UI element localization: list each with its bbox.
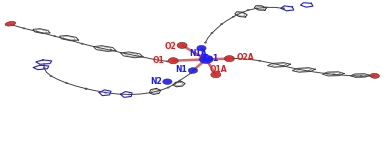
- Ellipse shape: [211, 32, 213, 34]
- Ellipse shape: [232, 16, 235, 17]
- Ellipse shape: [163, 79, 172, 84]
- Ellipse shape: [177, 42, 187, 49]
- Text: O2A: O2A: [237, 53, 254, 62]
- Ellipse shape: [85, 88, 87, 89]
- Text: O1: O1: [152, 56, 164, 65]
- Ellipse shape: [211, 72, 221, 78]
- Ellipse shape: [50, 75, 52, 77]
- Text: O1A: O1A: [210, 65, 228, 74]
- Ellipse shape: [247, 10, 249, 11]
- Ellipse shape: [81, 43, 83, 44]
- Ellipse shape: [221, 24, 223, 25]
- Ellipse shape: [282, 8, 285, 9]
- Ellipse shape: [85, 88, 87, 89]
- Ellipse shape: [265, 7, 267, 8]
- Ellipse shape: [360, 75, 362, 77]
- Text: O2: O2: [165, 42, 176, 51]
- Ellipse shape: [54, 36, 56, 37]
- Ellipse shape: [370, 73, 379, 78]
- Ellipse shape: [166, 61, 168, 62]
- Ellipse shape: [110, 50, 112, 51]
- Ellipse shape: [308, 70, 310, 72]
- Ellipse shape: [231, 58, 234, 59]
- Ellipse shape: [199, 55, 213, 63]
- Ellipse shape: [139, 56, 141, 57]
- Ellipse shape: [65, 82, 68, 84]
- Ellipse shape: [224, 56, 235, 62]
- Ellipse shape: [5, 21, 16, 26]
- Text: N1: N1: [175, 65, 187, 74]
- Ellipse shape: [168, 58, 178, 64]
- Ellipse shape: [43, 67, 45, 69]
- Ellipse shape: [258, 60, 261, 61]
- Text: N2: N2: [151, 77, 162, 86]
- Ellipse shape: [333, 74, 335, 75]
- Ellipse shape: [128, 94, 131, 95]
- Text: N1A: N1A: [189, 49, 207, 58]
- Ellipse shape: [179, 80, 181, 81]
- Ellipse shape: [197, 45, 206, 51]
- Ellipse shape: [204, 42, 207, 43]
- Ellipse shape: [167, 87, 169, 88]
- Ellipse shape: [150, 92, 152, 93]
- Ellipse shape: [189, 73, 192, 74]
- Ellipse shape: [282, 65, 285, 67]
- Ellipse shape: [23, 28, 25, 29]
- Text: Co1: Co1: [203, 54, 219, 63]
- Ellipse shape: [104, 92, 107, 93]
- Ellipse shape: [188, 68, 198, 73]
